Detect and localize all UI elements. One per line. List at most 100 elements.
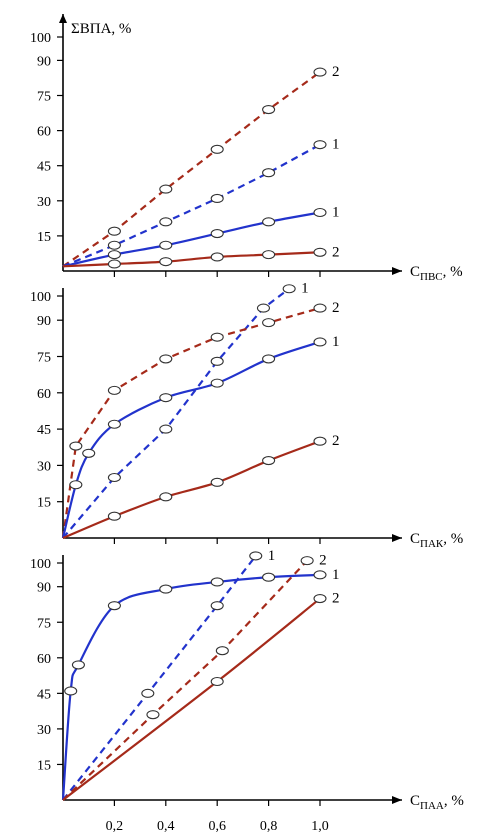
series-line: [62, 555, 257, 801]
series-label: 1: [332, 334, 340, 350]
x-axis-title: CПАА, %: [410, 793, 464, 812]
data-point: [210, 229, 224, 239]
data-point: [313, 570, 327, 580]
y-tick-label: 15: [37, 758, 51, 773]
x-axis-title-unit: , %: [443, 264, 463, 280]
series-label: 1: [332, 205, 340, 221]
data-point: [210, 601, 224, 611]
series-label: 1: [332, 137, 340, 153]
series-label: 2: [332, 300, 340, 316]
y-tick-label: 45: [37, 687, 51, 702]
data-point: [313, 303, 327, 313]
data-point: [210, 477, 224, 487]
data-point: [249, 551, 263, 561]
data-point: [107, 601, 121, 611]
y-tick-label: 15: [37, 496, 51, 511]
x-axis-title: CПАК, %: [410, 531, 463, 550]
series-label: 1: [332, 567, 340, 583]
data-point: [159, 424, 173, 434]
data-point: [262, 104, 276, 115]
data-point: [82, 448, 96, 458]
series-line: [62, 251, 321, 268]
data-point: [69, 480, 83, 490]
y-tick-label: 75: [37, 351, 51, 366]
y-tick-label: 90: [37, 581, 51, 596]
y-tick-label: 90: [37, 314, 51, 329]
data-point: [146, 710, 160, 720]
x-axis-title: CПВС, %: [410, 264, 463, 283]
data-point: [64, 686, 78, 696]
y-tick-label: 60: [37, 652, 51, 667]
data-point: [159, 240, 173, 250]
x-axis-title-base: C: [410, 793, 420, 809]
y-tick-label: 75: [37, 616, 51, 631]
data-point: [210, 252, 224, 262]
data-point: [107, 419, 121, 429]
y-tick-label: 30: [37, 459, 51, 474]
series-label: 2: [332, 244, 340, 260]
y-axis-arrow: [59, 14, 67, 23]
data-point: [210, 577, 224, 587]
chart-panel-1: 15 30 45 60 75 90 100 ΣВПА, % CПВС, % 2 1 1 2: [30, 14, 463, 283]
data-point: [215, 646, 229, 656]
data-point: [210, 356, 224, 366]
data-point: [313, 207, 327, 218]
data-point: [262, 217, 276, 227]
data-point: [210, 378, 224, 388]
data-point: [159, 257, 173, 267]
x-axis-title-base: C: [410, 531, 420, 547]
series-label: 1: [301, 281, 309, 297]
series-line: [61, 340, 321, 539]
x-axis-title-unit: , %: [444, 793, 464, 809]
series-line: [62, 440, 321, 540]
data-point: [313, 593, 327, 604]
data-point: [159, 584, 173, 594]
x-tick-label: 1,0: [311, 819, 329, 834]
series-line: [62, 143, 321, 268]
x-axis-title-base: C: [410, 264, 420, 280]
y-tick-label: 45: [37, 160, 51, 175]
series-label: 2: [332, 64, 340, 80]
x-axis-arrow: [392, 534, 402, 542]
data-point: [262, 572, 276, 582]
series-label: 2: [319, 553, 327, 569]
series-label: 1: [268, 548, 276, 564]
data-point: [141, 688, 155, 698]
x-tick-label: 0,8: [260, 819, 278, 834]
y-tick-label: 30: [37, 195, 51, 210]
x-axis-title-unit: , %: [443, 531, 463, 547]
data-point: [262, 456, 276, 466]
y-tick-label: 100: [30, 31, 51, 46]
data-point: [210, 676, 224, 687]
series-line: [62, 287, 290, 539]
y-tick-label: 100: [30, 290, 51, 305]
data-point: [159, 354, 173, 364]
data-point: [210, 144, 224, 154]
y-axis-title: ΣВПА, %: [71, 21, 131, 37]
y-tick-label: 45: [37, 423, 51, 438]
y-tick-label: 60: [37, 125, 51, 140]
x-axis-title-sub: ПВС: [420, 271, 443, 283]
data-point: [107, 385, 121, 395]
data-point: [159, 492, 173, 502]
x-axis-title-sub: ПАА: [420, 800, 444, 812]
series-line: [62, 559, 308, 801]
y-tick-label: 100: [30, 557, 51, 572]
x-tick-label: 0,4: [157, 819, 175, 834]
data-point: [159, 184, 173, 194]
x-axis-title-sub: ПАК: [420, 538, 444, 550]
y-tick-label: 15: [37, 230, 51, 245]
data-point: [262, 168, 276, 178]
series-line: [62, 597, 321, 801]
data-point: [256, 303, 271, 313]
data-point: [107, 250, 121, 260]
y-tick-label: 60: [37, 387, 51, 402]
data-point: [210, 332, 224, 342]
data-point: [313, 436, 327, 446]
data-point: [71, 660, 85, 670]
data-point: [107, 472, 121, 483]
data-point: [107, 226, 121, 236]
series-line: [61, 307, 321, 539]
